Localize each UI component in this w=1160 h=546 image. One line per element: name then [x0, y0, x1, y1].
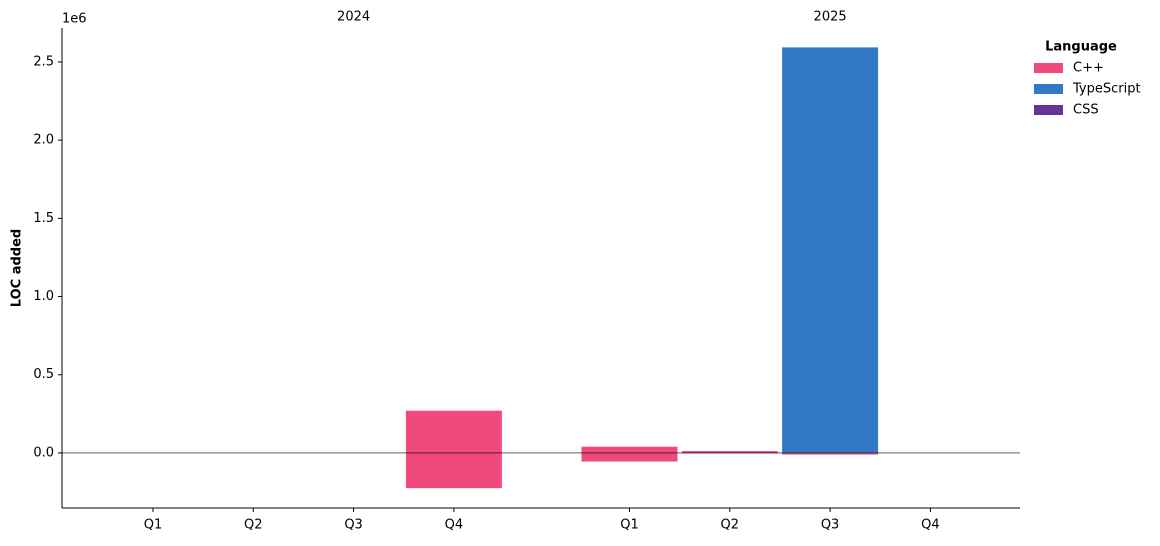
legend-label: C++ [1073, 61, 1104, 76]
bar [782, 452, 879, 455]
legend-swatch [1034, 63, 1063, 73]
x-tick-label: Q2 [721, 518, 740, 533]
group-label: 2025 [814, 10, 847, 25]
y-tick-label: 1.0 [33, 289, 54, 304]
bar [782, 47, 879, 453]
legend-label: TypeScript [1072, 82, 1141, 97]
y-tick-label: 2.5 [33, 54, 54, 69]
legend-title: Language [1045, 40, 1117, 55]
y-offset-label: 1e6 [62, 12, 87, 27]
y-tick-label: 2.0 [33, 133, 54, 148]
y-axis-label: LOC added [10, 229, 25, 307]
x-tick-label: Q3 [344, 518, 363, 533]
bar [581, 452, 678, 462]
y-tick-label: 0.0 [33, 445, 54, 460]
legend-swatch [1034, 105, 1063, 115]
x-tick-label: Q3 [821, 518, 840, 533]
x-tick-label: Q2 [244, 518, 263, 533]
bar [405, 452, 502, 489]
legend-label: CSS [1073, 103, 1099, 118]
x-tick-label: Q4 [445, 518, 464, 533]
legend-swatch [1034, 84, 1063, 94]
y-tick-label: 0.5 [33, 367, 54, 382]
bar [681, 451, 778, 453]
group-label: 2024 [337, 10, 370, 25]
x-tick-label: Q1 [620, 518, 639, 533]
x-tick-label: Q1 [144, 518, 163, 533]
x-tick-label: Q4 [921, 518, 940, 533]
y-tick-label: 1.5 [33, 211, 54, 226]
bar [581, 446, 678, 453]
bar [405, 410, 502, 453]
